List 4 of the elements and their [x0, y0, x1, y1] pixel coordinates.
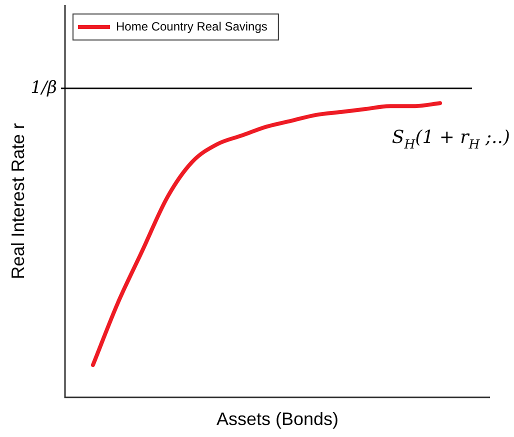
x-axis-title: Assets (Bonds)	[216, 409, 339, 430]
y-axis-title: Real Interest Rate r	[8, 123, 28, 280]
ref-line-label: 1/β	[30, 78, 58, 98]
legend-label: Home Country Real Savings	[116, 19, 268, 34]
